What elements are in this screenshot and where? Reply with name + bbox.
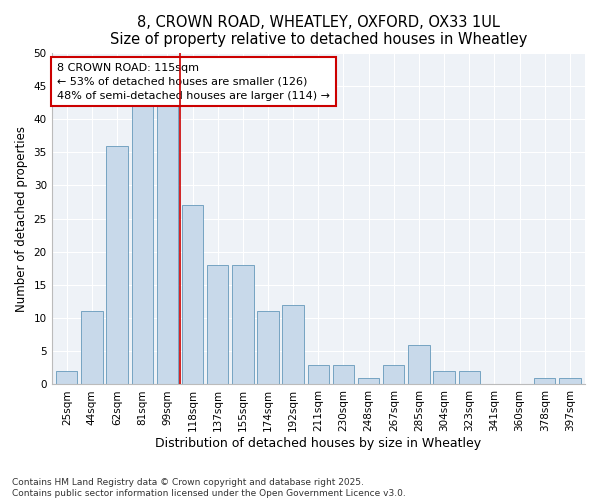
Bar — [283, 305, 304, 384]
Bar — [333, 364, 354, 384]
Text: Contains HM Land Registry data © Crown copyright and database right 2025.
Contai: Contains HM Land Registry data © Crown c… — [12, 478, 406, 498]
Bar — [81, 312, 103, 384]
Bar — [106, 146, 128, 384]
Y-axis label: Number of detached properties: Number of detached properties — [15, 126, 28, 312]
Bar — [308, 364, 329, 384]
Bar — [408, 344, 430, 385]
Bar — [131, 106, 153, 384]
Bar — [534, 378, 556, 384]
Bar — [433, 371, 455, 384]
Bar — [182, 206, 203, 384]
Bar — [383, 364, 404, 384]
Bar — [358, 378, 379, 384]
Bar — [157, 106, 178, 384]
Bar — [232, 265, 254, 384]
Bar — [559, 378, 581, 384]
Title: 8, CROWN ROAD, WHEATLEY, OXFORD, OX33 1UL
Size of property relative to detached : 8, CROWN ROAD, WHEATLEY, OXFORD, OX33 1U… — [110, 15, 527, 48]
Bar — [458, 371, 480, 384]
Bar — [207, 265, 229, 384]
Bar — [56, 371, 77, 384]
Text: 8 CROWN ROAD: 115sqm
← 53% of detached houses are smaller (126)
48% of semi-deta: 8 CROWN ROAD: 115sqm ← 53% of detached h… — [57, 62, 330, 100]
X-axis label: Distribution of detached houses by size in Wheatley: Distribution of detached houses by size … — [155, 437, 481, 450]
Bar — [257, 312, 279, 384]
